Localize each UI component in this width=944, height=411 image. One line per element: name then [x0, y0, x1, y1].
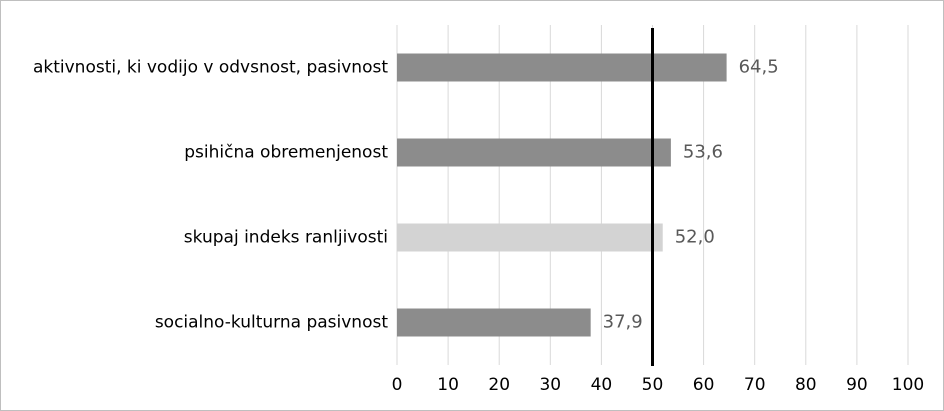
y-tick-label: socialno-kulturna pasivnost: [155, 313, 389, 333]
y-tick-label: psihična obremenjenost: [184, 143, 388, 163]
bar: [397, 53, 727, 82]
x-tick-label: 100: [892, 375, 924, 395]
value-label: 53,6: [683, 142, 723, 163]
value-label: 52,0: [675, 227, 715, 248]
bar: [397, 223, 663, 252]
x-tick-label: 50: [642, 375, 664, 395]
bar: [397, 138, 671, 167]
x-tick-label: 30: [539, 375, 561, 395]
x-tick-label: 70: [744, 375, 766, 395]
x-tick-label: 40: [591, 375, 613, 395]
x-tick-label: 60: [693, 375, 715, 395]
value-label: 37,9: [603, 312, 643, 333]
bar: [397, 308, 591, 337]
x-tick-label: 0: [392, 375, 403, 395]
x-tick-label: 10: [437, 375, 459, 395]
x-tick-label: 20: [488, 375, 510, 395]
y-tick-label: aktivnosti, ki vodijo v odvsnost, pasivn…: [33, 58, 388, 78]
value-label: 64,5: [739, 57, 779, 78]
x-tick-label: 90: [846, 375, 868, 395]
y-tick-label: skupaj indeks ranljivosti: [184, 228, 388, 248]
x-tick-label: 80: [795, 375, 817, 395]
